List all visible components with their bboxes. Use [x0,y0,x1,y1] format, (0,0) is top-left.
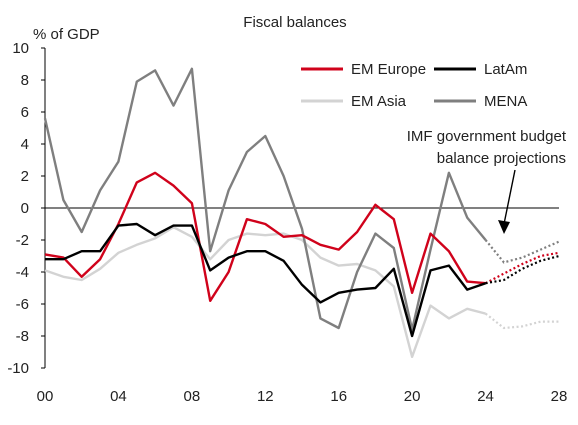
annotation-arrow-line [503,169,516,225]
projection-line-em-asia [484,312,559,330]
series-line-em-asia [44,225,486,358]
annotation-arrow-head [498,220,510,234]
y-tick-label: -2 [16,232,29,249]
x-tick-label: 28 [551,388,568,405]
y-tick-label: 2 [21,168,29,185]
y-tick-label: 8 [21,72,29,89]
y-tick-label: 10 [12,40,29,57]
y-tick-label: 0 [21,200,29,217]
y-axis-label: % of GDP [33,26,100,43]
annotation-line-1: IMF government budget [407,128,567,145]
x-tick-label: 04 [110,388,127,405]
legend: EM Europe LatAm EM Asia MENA [301,61,527,110]
x-tick-label: 00 [37,388,54,405]
legend-label-em-europe: EM Europe [351,61,426,78]
legend-label-latam: LatAm [484,61,527,78]
series-layer [43,67,560,358]
projection-line-em-europe [485,251,560,285]
x-tick-label: 24 [477,388,494,405]
projection-line-mena [484,239,560,264]
legend-label-mena: MENA [484,93,527,110]
projection-annotation: IMF government budget balance projection… [407,128,567,234]
x-tick-label: 12 [257,388,274,405]
y-tick-label: 4 [21,136,29,153]
series-line-em-europe [44,171,486,302]
y-tick-label: -4 [16,264,29,281]
series-line-mena [43,67,487,331]
y-tick-label: -10 [7,360,29,377]
annotation-line-2: balance projections [437,150,566,167]
x-tick-label: 16 [330,388,347,405]
x-tick-label: 08 [184,388,201,405]
chart-title: Fiscal balances [243,14,346,31]
x-tick-label: 20 [404,388,421,405]
y-tick-label: -8 [16,328,29,345]
y-tick-label: 6 [21,104,29,121]
y-tick-label: -6 [16,296,29,313]
projection-line-latam [485,254,560,285]
legend-label-em-asia: EM Asia [351,93,407,110]
series-line-latam [45,222,486,338]
